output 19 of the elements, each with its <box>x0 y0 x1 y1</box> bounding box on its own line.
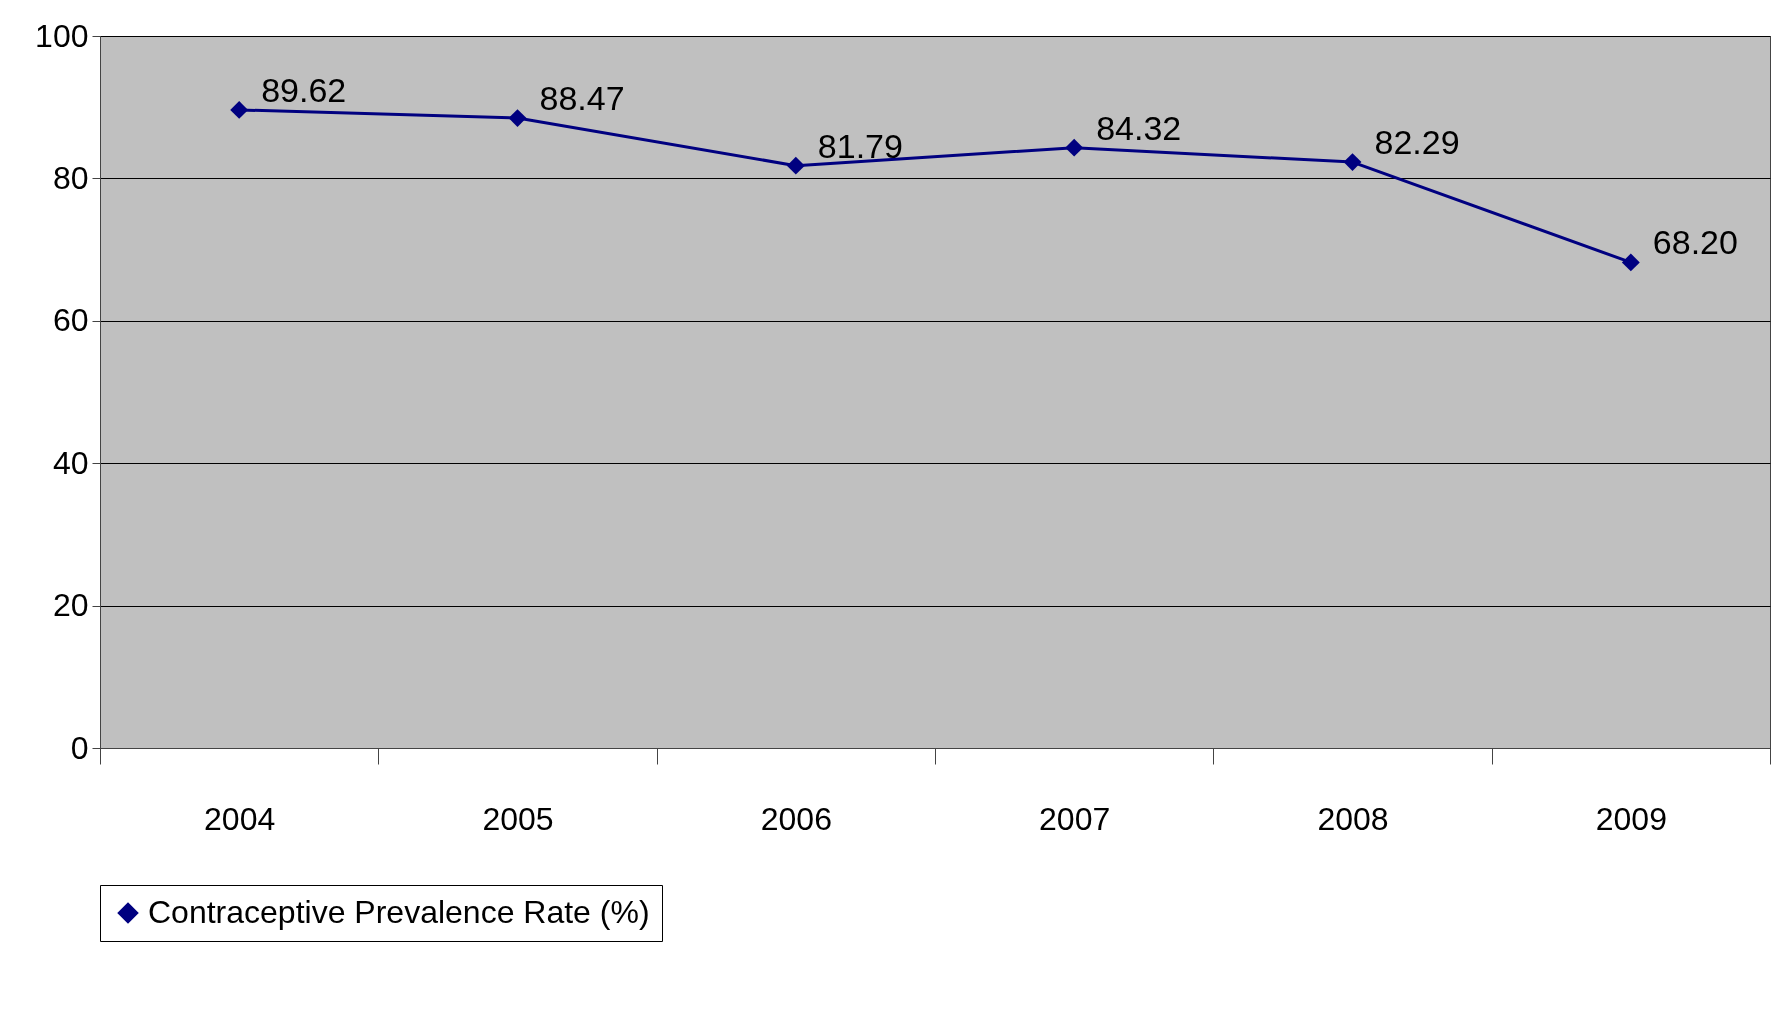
data-label: 89.62 <box>261 70 347 109</box>
data-label: 68.20 <box>1652 223 1738 262</box>
data-label: 88.47 <box>539 79 625 118</box>
y-tick-label: 0 <box>70 729 89 766</box>
x-tick-label: 2006 <box>760 800 832 837</box>
data-label: 82.29 <box>1374 123 1460 162</box>
y-tick-label: 100 <box>35 17 89 54</box>
data-label: 81.79 <box>817 126 903 165</box>
x-tick-label: 2007 <box>1039 800 1111 837</box>
y-tick-label: 40 <box>52 444 89 481</box>
x-tick-label: 2008 <box>1317 800 1389 837</box>
y-tick-label: 60 <box>52 302 89 339</box>
x-tick-label: 2004 <box>204 800 276 837</box>
x-tick-label: 2005 <box>482 800 554 837</box>
y-tick-label: 80 <box>52 159 89 196</box>
y-tick-label: 20 <box>52 587 89 624</box>
x-tick-label: 2009 <box>1595 800 1667 837</box>
legend-label: Contraceptive Prevalence Rate (%) <box>148 894 650 930</box>
data-label: 84.32 <box>1096 108 1182 147</box>
